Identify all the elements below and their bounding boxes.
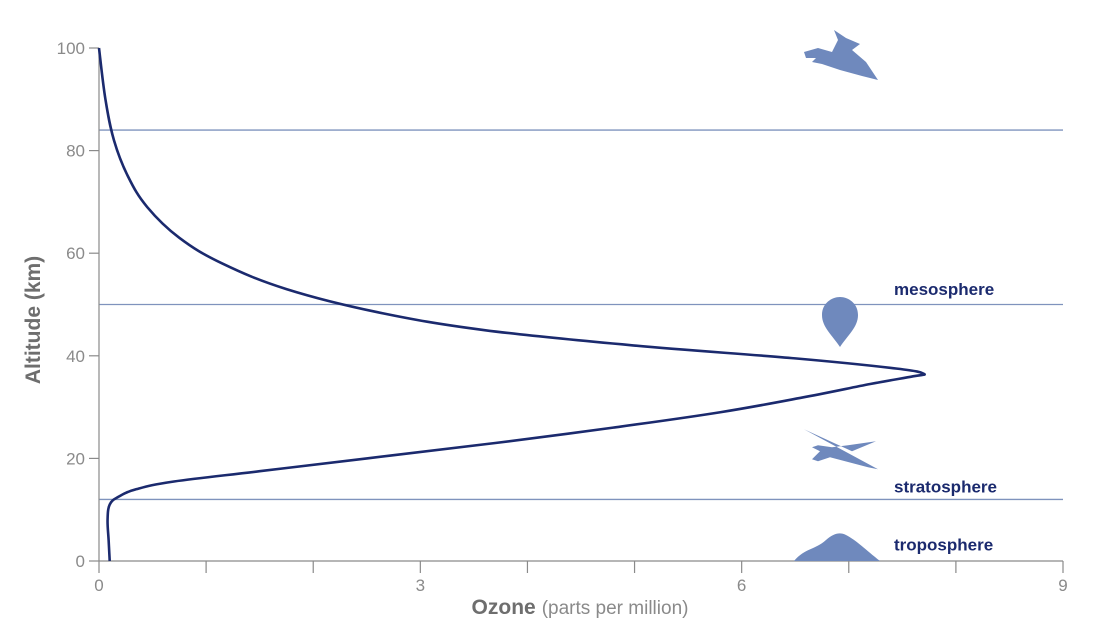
x-tick-label: 0 [94,576,103,595]
y-tick-label: 0 [76,552,85,571]
x-tick-label: 6 [737,576,746,595]
y-tick-label: 40 [66,347,85,366]
axes: 0 20 40 60 80 100 0 3 6 9 [57,39,1068,595]
series-group [97,47,926,562]
x-axis-label-main: Ozone [472,596,536,619]
layer-label-troposphere: troposphere [894,536,993,555]
balloon-icon [822,297,858,348]
icons [794,30,880,561]
ozone-series-line [97,47,926,562]
airplane-icon [804,429,878,470]
y-axis-label: Altitude (km) [22,256,45,384]
layer-label-stratosphere: stratosphere [894,478,997,497]
y-tick-label: 100 [57,39,85,58]
y-tick-label: 20 [66,449,85,468]
x-tick-label: 9 [1058,576,1067,595]
mountain-icon [794,533,880,561]
x-axis-label-unit: (parts per million) [542,598,689,619]
y-tick-label: 60 [66,244,85,263]
spaceplane-icon [804,30,878,80]
x-tick-label: 3 [416,576,425,595]
layer-labels: troposphere stratosphere mesosphere [894,280,997,554]
y-tick-label: 80 [66,142,85,161]
x-axis-label: Ozone (parts per million) [472,596,689,619]
layer-label-mesosphere: mesosphere [894,280,994,299]
layer-boundaries [99,129,1063,501]
